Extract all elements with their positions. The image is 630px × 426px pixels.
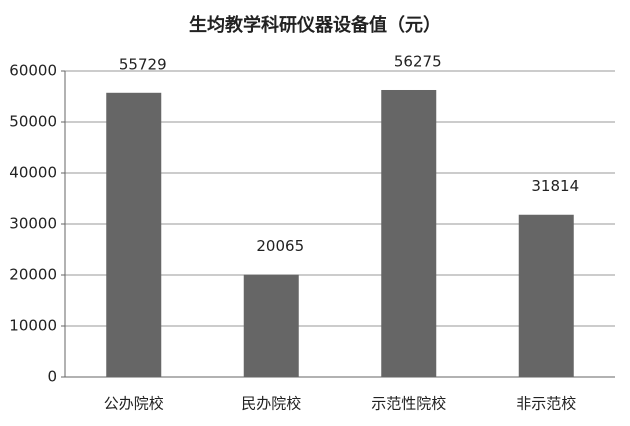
x-tick-label: 公办院校 <box>104 395 164 413</box>
y-tick-label: 30000 <box>9 215 57 233</box>
x-tick-label: 非示范校 <box>516 395 576 413</box>
data-label: 31814 <box>531 177 579 195</box>
bar <box>106 92 162 377</box>
x-tick-label: 民办院校 <box>241 395 301 413</box>
data-label: 20065 <box>256 237 304 255</box>
chart-title: 生均教学科研仪器设备值（元） <box>189 14 441 36</box>
bar <box>518 214 574 377</box>
y-tick-label: 50000 <box>9 113 57 131</box>
y-tick-label: 10000 <box>9 317 57 335</box>
bar <box>243 274 299 377</box>
bar <box>381 89 437 377</box>
y-tick-label: 0 <box>47 368 57 386</box>
data-label: 56275 <box>394 52 442 70</box>
y-tick-label: 60000 <box>9 62 57 80</box>
y-tick-label: 20000 <box>9 266 57 284</box>
data-label: 55729 <box>119 55 167 73</box>
x-tick-label: 示范性院校 <box>371 395 446 413</box>
y-tick-label: 40000 <box>9 164 57 182</box>
